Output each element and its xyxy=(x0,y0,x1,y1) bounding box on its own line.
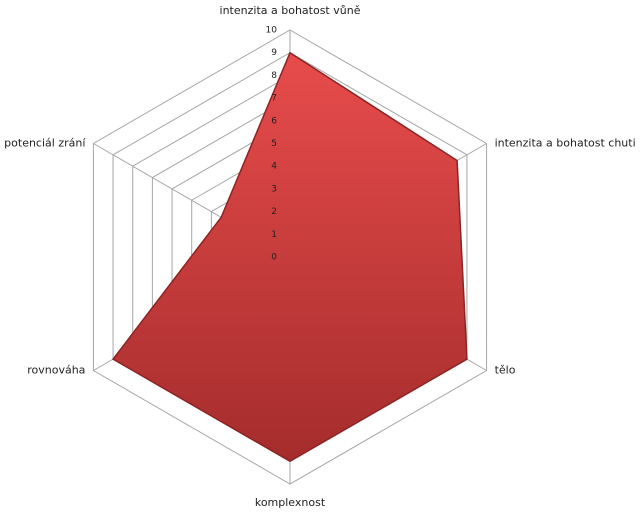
radar-area xyxy=(111,51,468,463)
category-label: rovnováha xyxy=(27,364,85,377)
tick-label: 6 xyxy=(271,116,277,126)
tick-label: 0 xyxy=(271,253,277,263)
category-label: tělo xyxy=(495,364,516,377)
tick-label: 8 xyxy=(271,71,277,81)
tick-label: 1 xyxy=(271,230,277,240)
tick-label: 9 xyxy=(271,48,277,58)
tick-label: 5 xyxy=(271,139,277,149)
tick-label: 2 xyxy=(271,207,277,217)
category-label: intenzita a bohatost chuti xyxy=(495,137,636,150)
tick-label: 10 xyxy=(266,26,278,36)
category-label: komplexnost xyxy=(255,496,326,509)
category-label: intenzita a bohatost vůně xyxy=(220,4,361,17)
tick-label: 4 xyxy=(271,162,277,172)
tick-label: 7 xyxy=(271,94,277,104)
marks xyxy=(111,51,468,463)
tick-label: 3 xyxy=(271,184,277,194)
labels: 0 1 2 3 4 5 6 7 8 9 10 intenzita a bohatost vůně int… xyxy=(4,4,635,509)
category-label: potenciál zrání xyxy=(4,137,86,150)
